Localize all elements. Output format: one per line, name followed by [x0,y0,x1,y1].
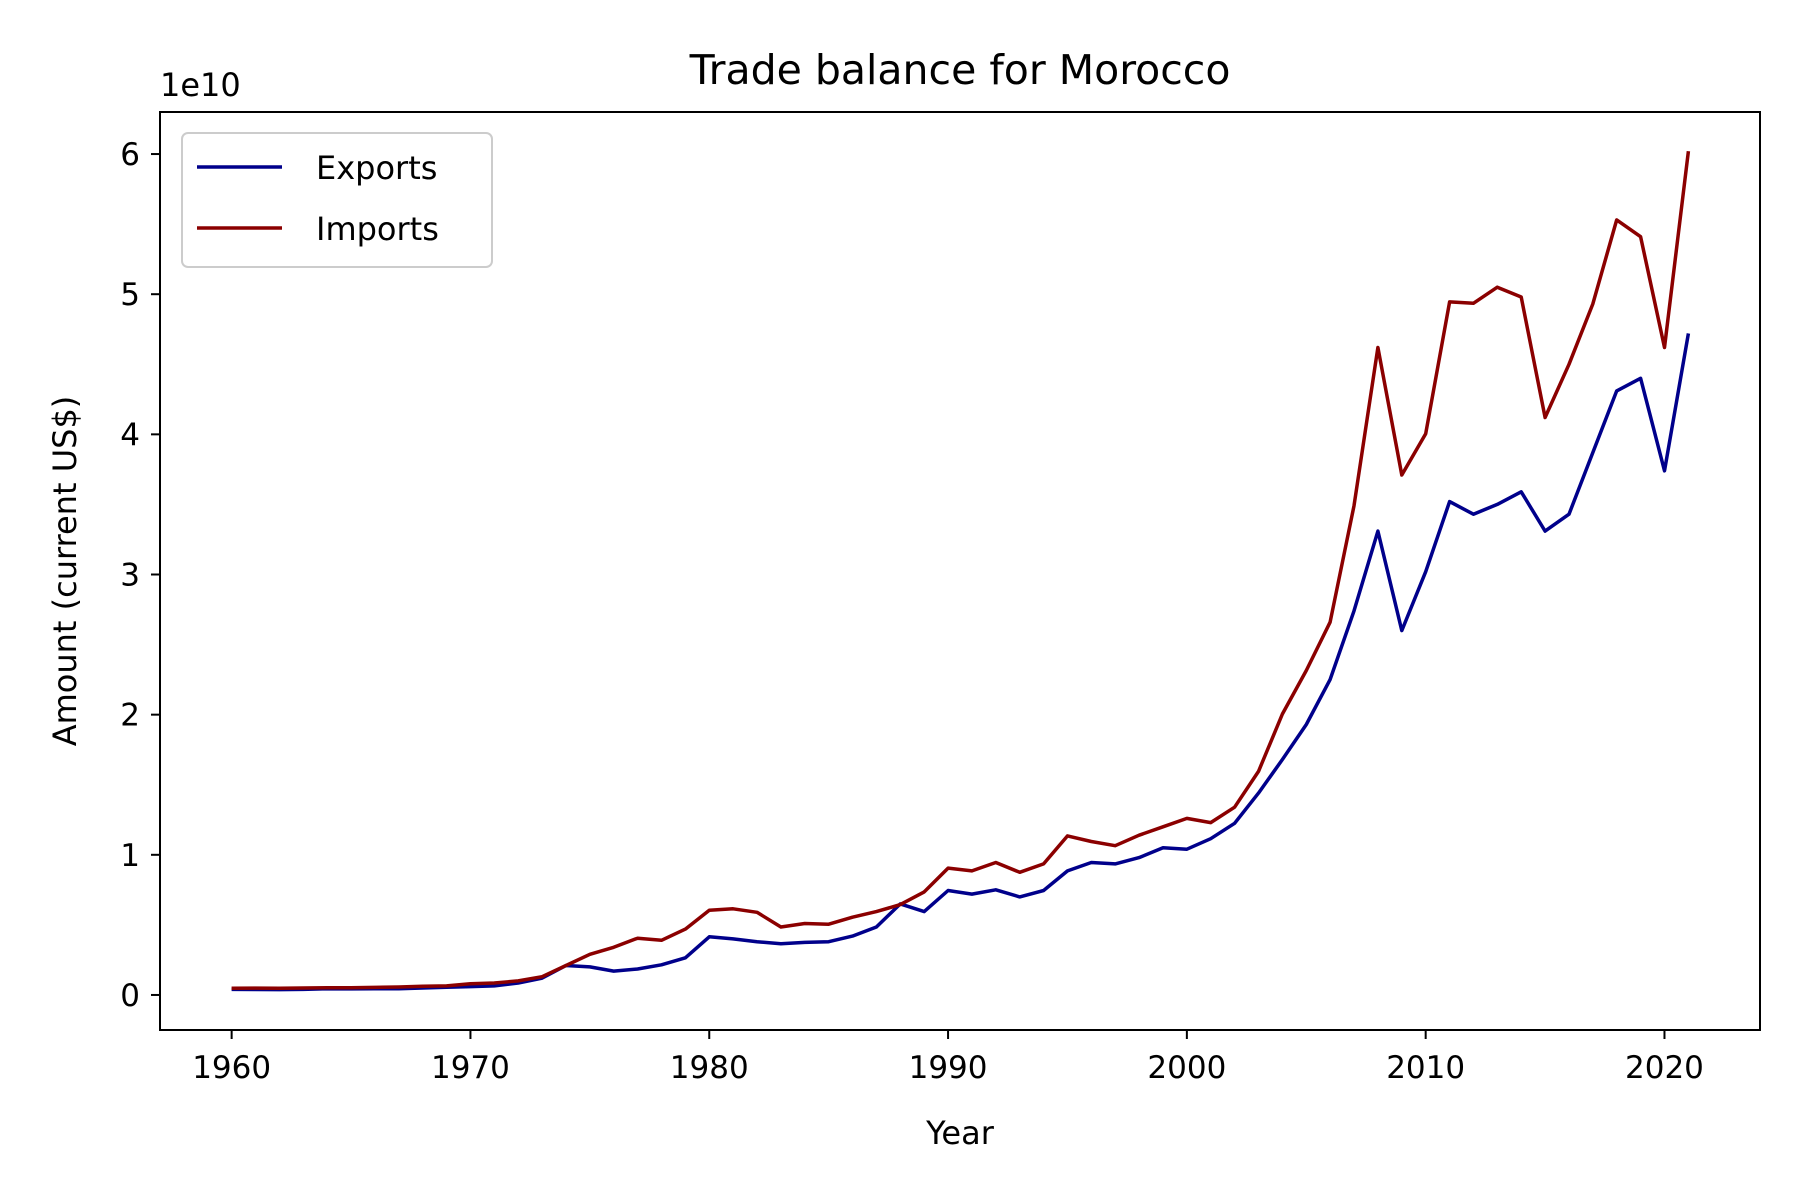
x-tick-label: 2000 [1147,1050,1226,1086]
y-axis-label: Amount (current US$) [46,396,84,747]
y-tick-label: 3 [120,558,140,594]
legend-label-imports: Imports [316,210,439,248]
y-tick-label: 2 [120,698,140,734]
chart-title: Trade balance for Morocco [689,46,1231,94]
plot-frame [159,111,1761,1031]
legend-label-exports: Exports [316,149,437,187]
y-tick-label: 1 [120,838,140,874]
x-tick-label: 1970 [431,1050,510,1086]
y-tick-label: 4 [120,417,140,453]
x-tick-label: 1980 [670,1050,749,1086]
x-tick-label: 1990 [909,1050,988,1086]
y-tick-label: 0 [120,978,140,1014]
plot-lines [231,150,1691,992]
y-offset-text: 1e10 [160,66,241,104]
x-tick-label: 2020 [1625,1050,1704,1086]
series-line-imports [231,150,1691,990]
x-axis-ticks: 1960 1970 1980 1990 2000 2010 2020 [192,1030,1704,1086]
x-axis-label: Year [925,1114,995,1152]
legend: Exports Imports [181,132,493,268]
x-tick-label: 2010 [1386,1050,1465,1086]
y-tick-label: 6 [120,137,140,173]
y-tick-label: 5 [120,277,140,313]
x-tick-label: 1960 [192,1050,271,1086]
y-axis-ticks: 0 1 2 3 4 5 6 [120,137,160,1014]
series-line-exports [231,333,1691,992]
